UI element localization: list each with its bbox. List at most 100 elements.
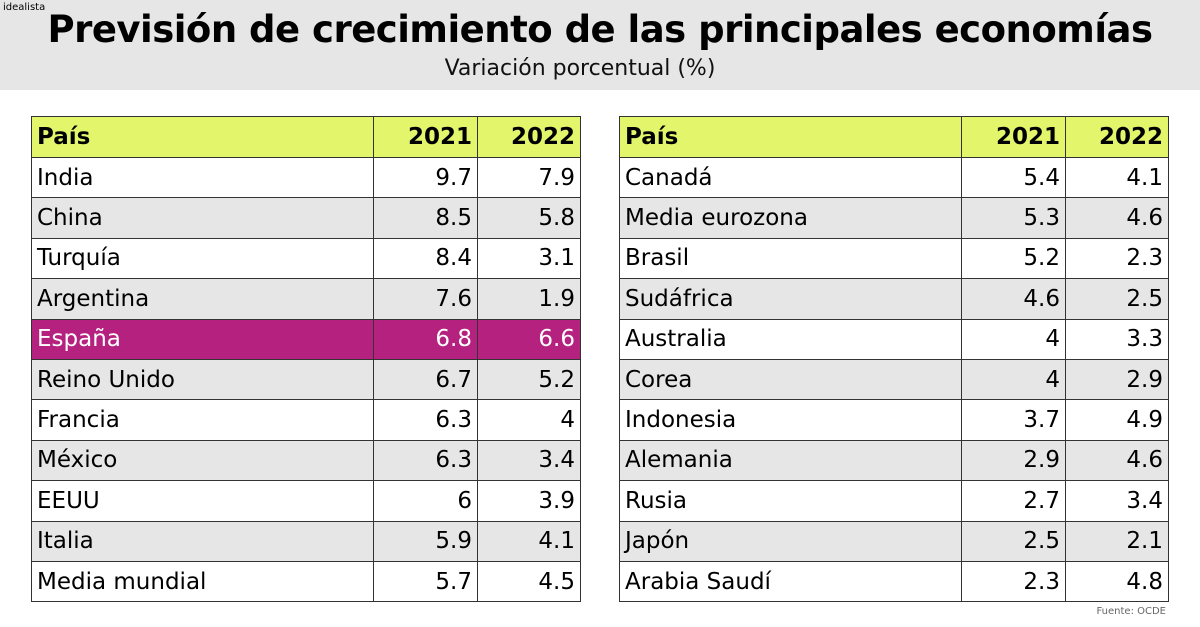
table-row: Alemania 2.9 4.6	[619, 439, 1169, 482]
cell-country: Canadá	[619, 156, 962, 199]
table-row: Rusia 2.7 3.4	[619, 480, 1169, 522]
cell-2022: 6.6	[477, 318, 581, 360]
cell-2021: 6.8	[373, 318, 478, 360]
table-row: España 6.8 6.6	[31, 318, 581, 360]
cell-country: Media mundial	[31, 560, 374, 603]
column-header-2021: 2021	[961, 116, 1066, 158]
cell-2021: 3.7	[961, 399, 1066, 441]
cell-2021: 4	[961, 358, 1066, 401]
cell-2022: 4.5	[477, 560, 581, 603]
cell-2021: 9.7	[373, 156, 478, 199]
column-header-2021: 2021	[373, 116, 478, 158]
cell-country: Arabia Saudí	[619, 560, 962, 603]
cell-country: Reino Unido	[31, 358, 374, 401]
cell-2022: 3.4	[477, 439, 581, 482]
column-header-2022: 2022	[477, 116, 581, 158]
cell-country: Australia	[619, 318, 962, 360]
table-row: Francia 6.3 4	[31, 399, 581, 441]
cell-2022: 2.9	[1065, 358, 1169, 401]
table-row: Arabia Saudí 2.3 4.8	[619, 560, 1169, 603]
table-header-row: País 2021 2022	[31, 116, 581, 158]
cell-country: Turquía	[31, 237, 374, 280]
column-header-country: País	[31, 116, 374, 158]
cell-country: México	[31, 439, 374, 482]
chart-subtitle: Variación porcentual (%)	[444, 56, 716, 81]
cell-2021: 4.6	[961, 278, 1066, 320]
cell-2021: 6.3	[373, 399, 478, 441]
cell-2022: 2.3	[1065, 237, 1169, 280]
growth-table-right: País 2021 2022 Canadá 5.4 4.1 Media eurozon…	[619, 116, 1169, 603]
column-header-2022: 2022	[1065, 116, 1169, 158]
cell-country: Francia	[31, 399, 374, 441]
cell-country: India	[31, 156, 374, 199]
table-row: Media mundial 5.7 4.5	[31, 560, 581, 603]
cell-country: Argentina	[31, 278, 374, 320]
cell-2021: 5.4	[961, 156, 1066, 199]
growth-table-left: País 2021 2022 India 9.7 7.9 China 8.5 5.8 Tur…	[31, 116, 581, 603]
cell-country: Brasil	[619, 237, 962, 280]
cell-country: EEUU	[31, 480, 374, 522]
cell-2021: 8.4	[373, 237, 478, 280]
cell-2022: 2.5	[1065, 278, 1169, 320]
cell-2021: 6	[373, 480, 478, 522]
source-note: Fuente: OCDE	[1096, 606, 1166, 617]
cell-country: Sudáfrica	[619, 278, 962, 320]
table-row: México 6.3 3.4	[31, 439, 581, 482]
cell-2022: 1.9	[477, 278, 581, 320]
table-row: Turquía 8.4 3.1	[31, 237, 581, 280]
cell-2021: 2.5	[961, 520, 1066, 562]
cell-2022: 5.2	[477, 358, 581, 401]
cell-2021: 6.7	[373, 358, 478, 401]
cell-2022: 2.1	[1065, 520, 1169, 562]
cell-2021: 5.2	[961, 237, 1066, 280]
table-row: EEUU 6 3.9	[31, 480, 581, 522]
cell-2022: 3.4	[1065, 480, 1169, 522]
cell-country: China	[31, 197, 374, 239]
cell-2022: 3.3	[1065, 318, 1169, 360]
table-row: India 9.7 7.9	[31, 156, 581, 199]
cell-country: España	[31, 318, 374, 360]
table-row: Australia 4 3.3	[619, 318, 1169, 360]
cell-country: Japón	[619, 520, 962, 562]
cell-country: Corea	[619, 358, 962, 401]
cell-2022: 4.9	[1065, 399, 1169, 441]
column-header-country: País	[619, 116, 962, 158]
cell-2021: 2.9	[961, 439, 1066, 482]
cell-2022: 4.1	[1065, 156, 1169, 199]
table-row: Corea 4 2.9	[619, 358, 1169, 401]
cell-2022: 5.8	[477, 197, 581, 239]
cell-2021: 5.3	[961, 197, 1066, 239]
table-row: Indonesia 3.7 4.9	[619, 399, 1169, 441]
cell-2021: 2.7	[961, 480, 1066, 522]
cell-2022: 4.6	[1065, 197, 1169, 239]
cell-2021: 4	[961, 318, 1066, 360]
brand-logo: idealista	[3, 2, 46, 13]
cell-2021: 2.3	[961, 560, 1066, 603]
cell-2022: 3.1	[477, 237, 581, 280]
cell-country: Rusia	[619, 480, 962, 522]
cell-2021: 5.7	[373, 560, 478, 603]
cell-2022: 4.8	[1065, 560, 1169, 603]
cell-2022: 4	[477, 399, 581, 441]
table-row: Brasil 5.2 2.3	[619, 237, 1169, 280]
table-header-row: País 2021 2022	[619, 116, 1169, 158]
header-band: idealista Previsión de crecimiento de la…	[0, 0, 1200, 90]
cell-country: Italia	[31, 520, 374, 562]
table-row: Canadá 5.4 4.1	[619, 156, 1169, 199]
cell-country: Alemania	[619, 439, 962, 482]
table-row: Reino Unido 6.7 5.2	[31, 358, 581, 401]
cell-2022: 7.9	[477, 156, 581, 199]
table-row: Media eurozona 5.3 4.6	[619, 197, 1169, 239]
table-row: Italia 5.9 4.1	[31, 520, 581, 562]
table-row: China 8.5 5.8	[31, 197, 581, 239]
chart-title: Previsión de crecimiento de las principa…	[47, 8, 1153, 51]
cell-2022: 4.6	[1065, 439, 1169, 482]
cell-country: Media eurozona	[619, 197, 962, 239]
cell-2021: 7.6	[373, 278, 478, 320]
table-row: Japón 2.5 2.1	[619, 520, 1169, 562]
cell-2021: 6.3	[373, 439, 478, 482]
cell-2022: 3.9	[477, 480, 581, 522]
table-row: Argentina 7.6 1.9	[31, 278, 581, 320]
cell-2021: 8.5	[373, 197, 478, 239]
cell-2021: 5.9	[373, 520, 478, 562]
